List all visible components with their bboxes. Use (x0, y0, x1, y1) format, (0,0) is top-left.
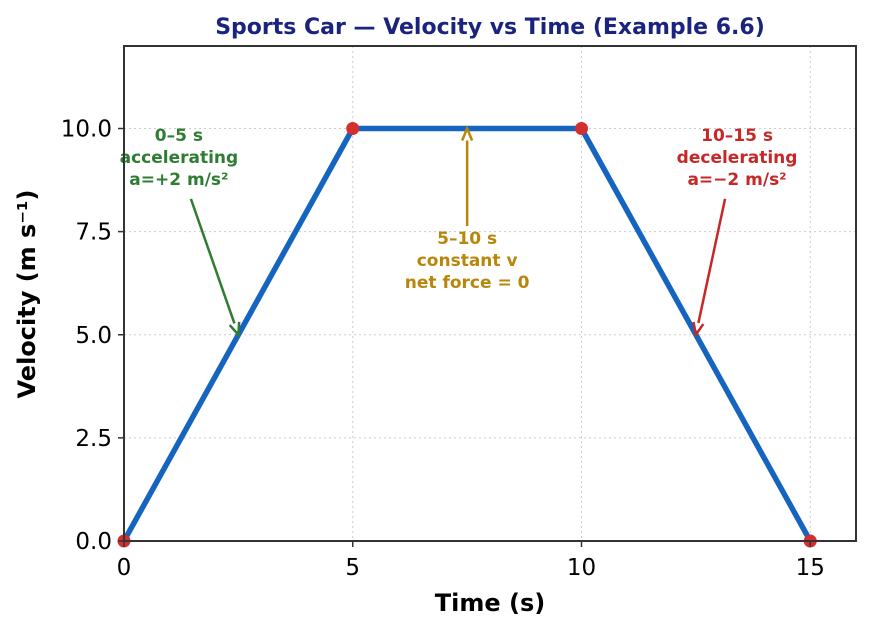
annotation-line: net force = 0 (405, 273, 530, 293)
x-axis-label: Time (s) (435, 589, 545, 617)
annotation-line: a=+2 m/s² (129, 170, 228, 190)
annotation: 5–10 s constant v net force = 0 (405, 125, 530, 293)
annotations: 0–5 s accelerating a=+2 m/s² 5–10 s constant… (120, 125, 798, 338)
y-tick-label: 0.0 (75, 529, 112, 555)
annotation-text: 0–5 s accelerating a=+2 m/s² (120, 126, 239, 190)
annotation-arrow (697, 198, 727, 324)
plot-frame (123, 45, 857, 542)
annotation-line: 5–10 s (437, 229, 497, 249)
y-tick-label: 2.5 (75, 426, 112, 452)
data-point-marker (575, 122, 588, 135)
x-tick-label: 0 (117, 555, 132, 581)
annotation: 0–5 s accelerating a=+2 m/s² (120, 126, 241, 338)
y-tick-label: 5.0 (75, 323, 112, 349)
annotation-line: 0–5 s (155, 126, 203, 146)
data-point-marker (346, 122, 360, 135)
ticks: 0 5 10 15 0.0 2.5 5.0 7.5 10.0 (61, 117, 825, 582)
annotation-line: constant v (417, 251, 518, 271)
annotation-arrow (189, 198, 236, 324)
x-tick-label: 5 (345, 555, 360, 581)
annotation-text: 10–15 s decelerating a=−2 m/s² (677, 126, 798, 190)
annotation-text: 5–10 s constant v net force = 0 (405, 229, 530, 293)
chart-title: Sports Car — Velocity vs Time (Example 6… (215, 15, 765, 40)
annotation-arrowhead (692, 321, 705, 338)
annotation-line: 10–15 s (701, 126, 773, 146)
x-tick-label: 15 (796, 555, 825, 581)
y-axis-label: Velocity (m s⁻¹) (13, 190, 41, 399)
annotation-line: a=−2 m/s² (687, 170, 786, 190)
x-tick-label: 10 (567, 555, 596, 581)
annotation-arrowhead (228, 321, 241, 338)
annotation: 10–15 s decelerating a=−2 m/s² (677, 126, 798, 338)
annotation-arrowhead (460, 125, 474, 141)
annotation-line: accelerating (120, 148, 239, 168)
annotation-line: decelerating (677, 148, 798, 168)
y-tick-label: 10.0 (61, 117, 112, 143)
y-tick-label: 7.5 (75, 220, 112, 246)
